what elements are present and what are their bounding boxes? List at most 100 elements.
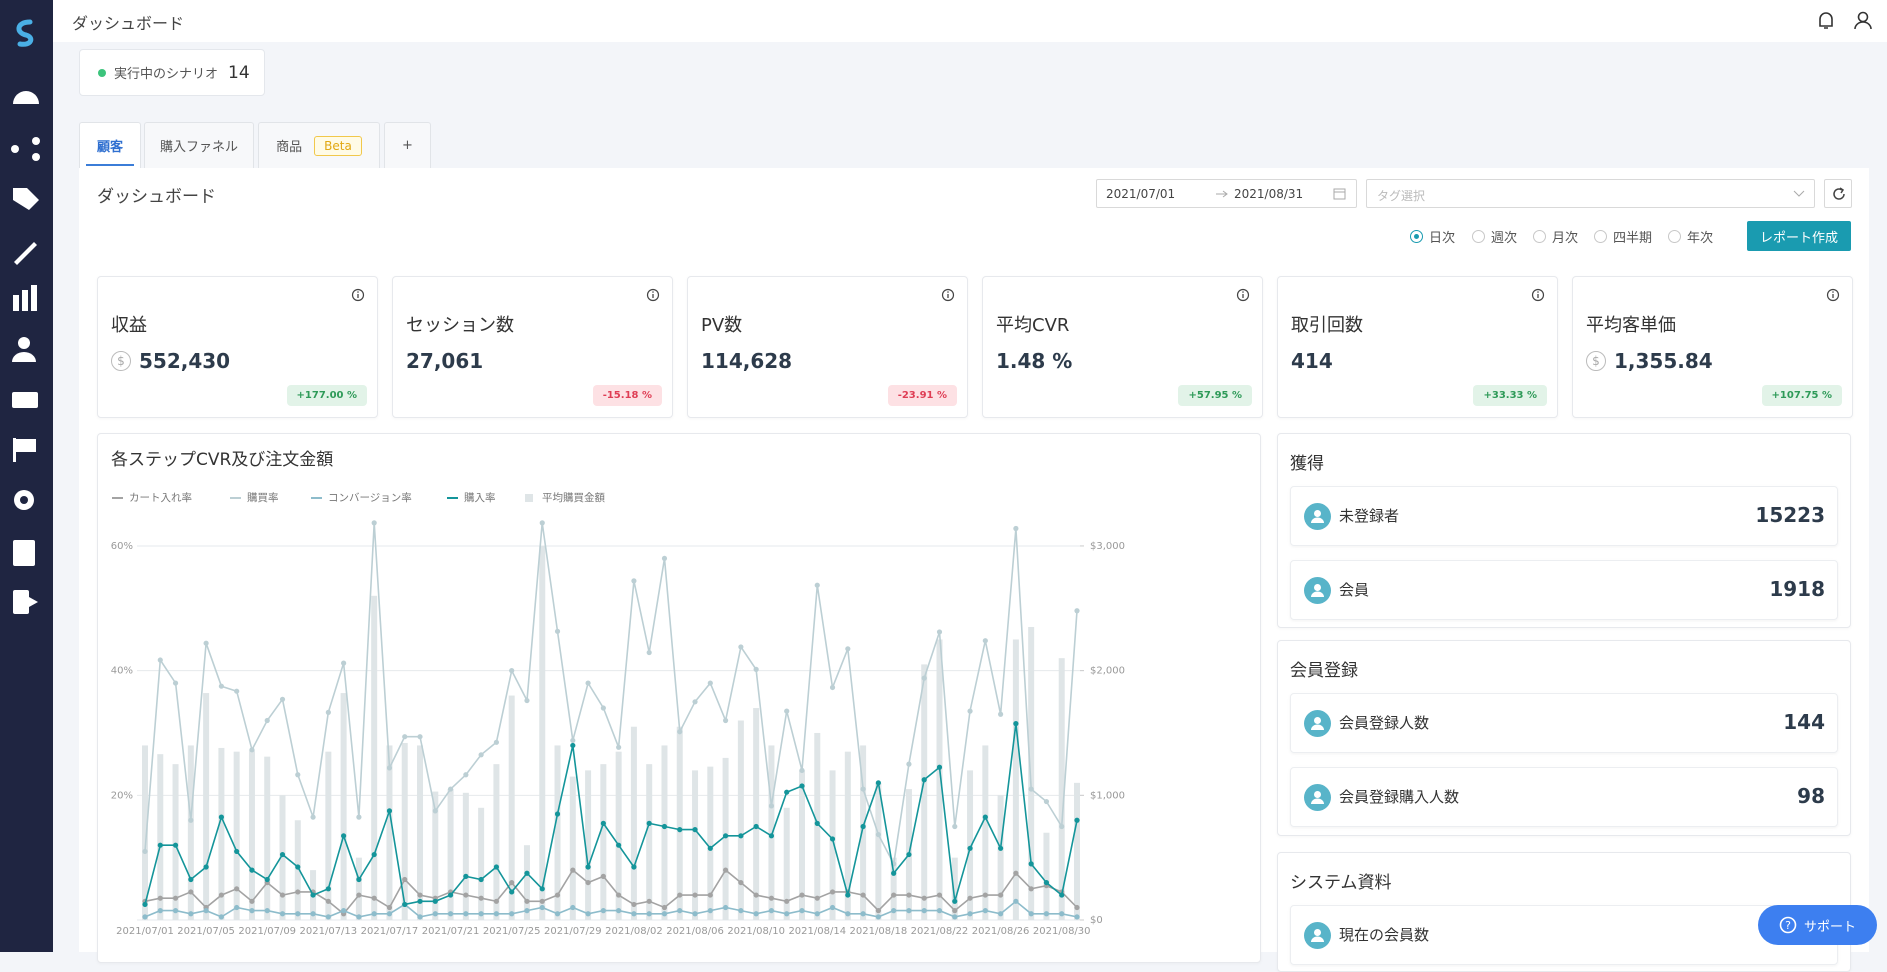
x-tick-label: 2021/08/18	[850, 926, 908, 937]
kpi-value: 27,061	[406, 349, 484, 373]
radio[interactable]: 四半期	[1594, 227, 1652, 246]
kpi-value: 1.48 %	[996, 349, 1073, 373]
radio[interactable]: 日次	[1410, 227, 1455, 246]
point	[157, 657, 163, 663]
bar	[783, 807, 790, 920]
avatar-head	[1314, 791, 1321, 798]
point	[982, 892, 988, 898]
tab-label: 商品	[276, 140, 303, 155]
point	[371, 520, 377, 526]
icon-chart[interactable]	[13, 295, 19, 311]
bar	[462, 792, 469, 920]
radio[interactable]: 週次	[1472, 227, 1517, 246]
point	[249, 898, 255, 904]
point	[310, 911, 316, 917]
point	[661, 555, 668, 562]
point	[371, 895, 377, 901]
x-tick-label: 2021/08/10	[727, 926, 785, 937]
tab[interactable]: 購入ファネル	[144, 122, 254, 168]
x-tick-label: 2021/07/25	[483, 926, 541, 937]
point	[402, 901, 408, 908]
date-range[interactable]: 2021/07/01 2021/08/31	[1096, 179, 1357, 208]
icon-account[interactable]	[1857, 11, 1869, 23]
bar	[371, 595, 378, 920]
icon-user[interactable]	[18, 337, 30, 349]
kpi-card: 平均CVR 1.48 % +57.95 %	[982, 276, 1263, 418]
bar	[478, 807, 485, 920]
tab[interactable]: +	[384, 122, 431, 168]
point	[784, 898, 790, 904]
point	[875, 908, 881, 914]
bar	[646, 764, 653, 920]
icon-flow[interactable]	[11, 145, 19, 153]
point	[692, 911, 698, 917]
point	[325, 886, 331, 892]
point	[478, 911, 484, 917]
point	[279, 851, 286, 858]
radio[interactable]: 年次	[1668, 227, 1713, 246]
icon-magic[interactable]	[14, 242, 37, 265]
x-tick-label: 2021/07/13	[300, 926, 358, 937]
point	[493, 739, 500, 745]
bar	[829, 770, 836, 920]
report-button[interactable]: レポート作成	[1747, 221, 1851, 251]
y2-tick-label: $3,000	[1090, 541, 1125, 552]
info-circle	[941, 288, 955, 302]
point	[768, 803, 775, 809]
stat-item: 会員登録購入人数 98	[1290, 767, 1838, 827]
info-dot	[652, 291, 654, 293]
tag-select[interactable]: タグ選択	[1366, 179, 1815, 208]
point	[203, 908, 209, 914]
point	[585, 879, 591, 886]
point	[677, 729, 683, 735]
point	[829, 836, 836, 842]
bar	[951, 857, 958, 920]
point	[768, 908, 775, 914]
point	[738, 879, 744, 886]
point	[860, 892, 866, 898]
kpi-row: 114,628	[701, 349, 792, 373]
bar	[585, 770, 592, 920]
radio[interactable]: 月次	[1533, 227, 1578, 246]
point	[585, 864, 591, 870]
point	[738, 833, 744, 839]
point	[814, 895, 820, 901]
icon-flag[interactable]	[13, 438, 16, 462]
point	[142, 848, 148, 855]
icon-bell[interactable]	[1819, 12, 1833, 29]
point	[279, 892, 286, 898]
x-tick-label: 2021/07/29	[544, 926, 602, 937]
tab[interactable]: 商品 Beta	[258, 122, 380, 168]
point	[998, 845, 1004, 851]
bar	[692, 770, 699, 920]
support-button[interactable]: ? サポート	[1758, 905, 1877, 945]
icon-tag[interactable]	[13, 188, 39, 210]
point	[952, 914, 958, 920]
point	[447, 892, 454, 898]
kpi-label: 平均CVR	[996, 315, 1070, 336]
point	[814, 820, 820, 826]
point	[1043, 879, 1050, 886]
icon-dashboard[interactable]	[13, 91, 39, 104]
icon-logout[interactable]	[13, 590, 29, 614]
icon-box[interactable]	[12, 392, 38, 408]
point	[799, 908, 805, 914]
info-icon	[1236, 288, 1250, 302]
point	[1059, 911, 1065, 917]
point	[1043, 911, 1050, 917]
icon-book[interactable]	[13, 540, 35, 566]
point	[661, 823, 668, 830]
refresh-button[interactable]	[1824, 179, 1852, 208]
bar	[1012, 639, 1019, 920]
bar	[707, 766, 714, 920]
point	[524, 898, 530, 904]
tag-placeholder: タグ選択	[1377, 189, 1426, 203]
point	[493, 911, 500, 917]
panel-title: 獲得	[1290, 454, 1324, 474]
point	[279, 911, 286, 917]
point	[921, 895, 927, 901]
point	[371, 851, 377, 858]
bar	[233, 751, 240, 920]
point	[570, 904, 576, 911]
tab[interactable]: 顧客	[79, 122, 141, 168]
